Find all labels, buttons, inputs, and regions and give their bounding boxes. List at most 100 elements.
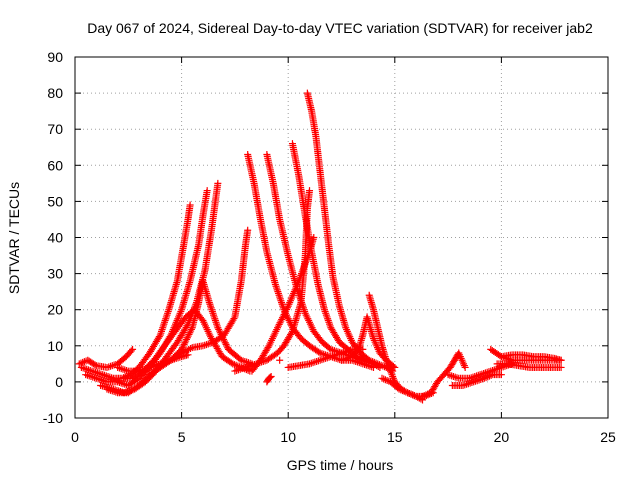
data-point xyxy=(129,345,137,353)
data-point xyxy=(273,284,281,292)
data-point xyxy=(422,391,430,399)
data-point xyxy=(327,353,335,361)
data-point xyxy=(218,332,226,340)
series-arc-20 xyxy=(444,360,516,382)
data-point xyxy=(207,304,215,312)
data-point xyxy=(185,330,193,338)
data-point xyxy=(310,234,318,241)
data-point xyxy=(480,374,488,382)
data-point xyxy=(419,392,427,400)
data-point xyxy=(397,386,405,394)
data-point xyxy=(306,187,314,195)
data-point xyxy=(274,288,282,296)
axis-ticks: 0 5 10 15 20 25 -10 0 10 20 30 40 50 60 70 80 90 xyxy=(43,49,616,445)
y-tick-label: 20 xyxy=(47,302,63,318)
data-point xyxy=(356,354,364,362)
grid-lines xyxy=(75,57,608,418)
data-point xyxy=(275,320,283,328)
data-point xyxy=(215,327,223,335)
data-point xyxy=(375,361,383,369)
data-point xyxy=(203,187,211,195)
data-point xyxy=(221,339,229,347)
data-point xyxy=(81,365,89,373)
data-point xyxy=(377,361,385,369)
data-point xyxy=(451,373,459,381)
data-point xyxy=(186,201,194,209)
data-point xyxy=(378,374,386,382)
data-point xyxy=(282,307,290,315)
data-point xyxy=(339,356,347,364)
data-point xyxy=(199,342,207,350)
x-tick-label: 10 xyxy=(280,429,296,445)
x-tick-label: 5 xyxy=(178,429,186,445)
data-point xyxy=(370,358,378,366)
data-point xyxy=(163,311,171,319)
data-point xyxy=(380,375,388,383)
data-point xyxy=(91,361,99,369)
data-point xyxy=(159,322,167,330)
series-arc-26 xyxy=(276,356,284,364)
data-point xyxy=(201,341,209,349)
data-point xyxy=(184,332,192,340)
data-point xyxy=(276,293,284,301)
data-point xyxy=(482,374,490,382)
series-arc-12 xyxy=(303,89,397,375)
data-point xyxy=(210,311,218,319)
y-tick-label: 70 xyxy=(47,121,63,137)
data-point xyxy=(208,308,216,316)
x-axis-label: GPS time / hours xyxy=(287,457,394,473)
data-point xyxy=(338,349,345,357)
y-tick-label: 40 xyxy=(47,230,63,246)
series-arc-25 xyxy=(263,372,275,386)
x-tick-label: 25 xyxy=(600,429,616,445)
data-point xyxy=(463,380,471,388)
data-point xyxy=(280,310,288,318)
data-point xyxy=(277,317,285,325)
data-point xyxy=(164,309,172,317)
data-point xyxy=(119,365,127,373)
data-point xyxy=(267,372,275,380)
data-point xyxy=(485,372,493,380)
data-point xyxy=(180,340,188,348)
data-point xyxy=(215,325,223,333)
data-point xyxy=(206,300,214,308)
x-tick-label: 0 xyxy=(71,429,79,445)
data-point xyxy=(306,360,314,368)
data-point xyxy=(187,325,195,333)
data-point xyxy=(222,340,230,348)
data-point xyxy=(211,315,219,323)
data-point xyxy=(288,329,296,337)
data-point xyxy=(277,297,285,305)
data-point xyxy=(395,385,403,393)
data-point xyxy=(229,360,237,368)
data-point xyxy=(275,291,283,299)
data-point xyxy=(178,344,186,352)
data-point xyxy=(202,341,210,349)
data-point xyxy=(278,315,286,323)
data-point xyxy=(186,329,194,337)
data-point xyxy=(212,318,220,326)
data-point xyxy=(183,335,191,343)
x-tick-label: 20 xyxy=(494,429,510,445)
y-axis-label: SDTVAR / TECUs xyxy=(6,182,22,294)
data-point xyxy=(216,329,224,337)
data-point xyxy=(230,361,238,369)
data-point xyxy=(459,382,467,390)
data-point xyxy=(108,362,116,370)
series-arc-21 xyxy=(448,371,505,390)
data-point xyxy=(404,389,412,397)
data-point xyxy=(117,365,125,373)
series-arc-23 xyxy=(493,360,565,371)
data-point xyxy=(127,347,135,355)
data-point xyxy=(409,391,417,399)
data-point xyxy=(184,351,192,359)
data-point xyxy=(484,373,492,381)
data-point xyxy=(369,358,377,366)
data-point xyxy=(107,362,115,370)
data-point xyxy=(220,337,228,345)
y-tick-label: 0 xyxy=(55,374,63,390)
y-tick-label: 80 xyxy=(47,85,63,101)
data-point xyxy=(75,360,83,368)
data-point xyxy=(420,392,428,400)
